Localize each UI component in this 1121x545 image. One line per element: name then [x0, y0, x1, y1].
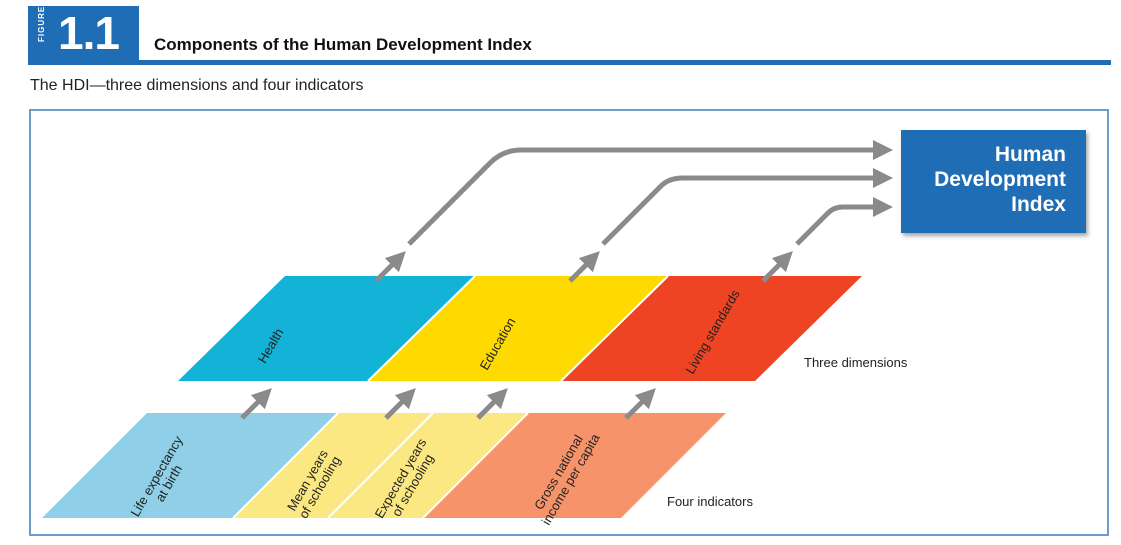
arrow-health-up	[374, 251, 406, 283]
arrow-mean-to-education	[384, 388, 416, 420]
arrow-education-to-hdi	[601, 168, 893, 246]
figure-badge: FIGURE 1.1	[28, 6, 139, 64]
dimension-health	[178, 276, 475, 381]
arrow-education-up	[568, 251, 600, 283]
arrow-living-up	[761, 251, 793, 283]
hdi-line-1: Human	[994, 143, 1066, 166]
hdi-line-2: Development	[934, 168, 1066, 191]
title-rule	[28, 60, 1111, 65]
arrow-life-to-health	[240, 388, 272, 420]
dimension-education	[368, 276, 668, 381]
arrow-health-to-hdi	[407, 140, 893, 246]
caption-four-indicators: Four indicators	[667, 494, 753, 509]
dimension-living-standards	[561, 276, 862, 381]
figure-number: 1.1	[58, 7, 120, 59]
hdi-label: Human Development Index	[934, 142, 1066, 217]
arrow-expected-to-education	[476, 388, 508, 420]
hdi-box: Human Development Index	[901, 130, 1086, 233]
figure-title: Components of the Human Development Inde…	[154, 35, 532, 54]
hdi-line-3: Index	[1011, 193, 1066, 216]
arrow-living-to-hdi	[795, 197, 893, 246]
caption-three-dimensions: Three dimensions	[804, 355, 908, 370]
indicator-life-expectancy	[42, 413, 338, 518]
figure-subtitle: The HDI—three dimensions and four indica…	[30, 77, 364, 94]
indicator-mean-years	[233, 413, 433, 518]
arrow-gni-to-living	[624, 388, 656, 420]
diagram-frame	[29, 109, 1109, 536]
indicator-expected-years	[328, 413, 528, 518]
indicator-gni	[423, 413, 726, 518]
